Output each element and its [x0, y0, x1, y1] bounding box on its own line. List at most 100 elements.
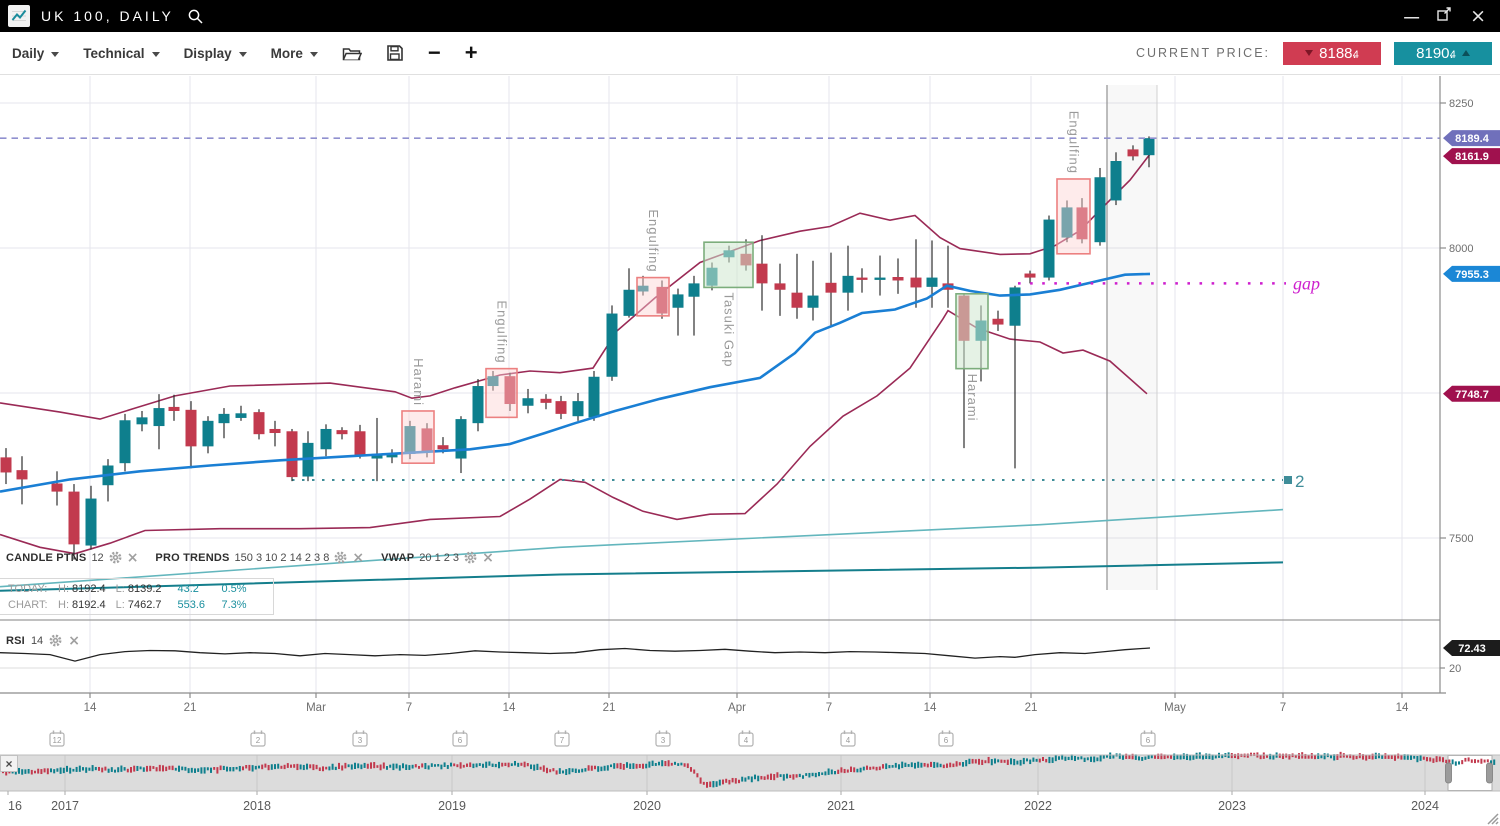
navigator-year-label: 2017 — [51, 799, 79, 813]
percent-value: 7.3% — [221, 599, 247, 611]
pattern-calendar-markers: 12 2 3 6 7 3 4 4 6 6 — [49, 730, 1156, 747]
chevron-down-icon — [151, 51, 160, 57]
navigator[interactable]: × 16 2017 2018 2019 2020 2021 2022 2023 2024 — [0, 751, 1500, 813]
calendar-icon[interactable]: 4 — [840, 730, 856, 747]
navigator-year-label: 2020 — [633, 799, 661, 813]
svg-text:2: 2 — [1295, 472, 1304, 491]
calendar-icon[interactable]: 6 — [1140, 730, 1156, 747]
svg-text:3: 3 — [358, 736, 363, 745]
candle — [119, 413, 131, 472]
calendar-icon[interactable]: 6 — [452, 730, 468, 747]
chevron-down-icon — [238, 51, 247, 57]
candle — [253, 409, 265, 440]
sell-price-button[interactable]: 8188.4 — [1283, 41, 1381, 65]
pattern-box — [1056, 178, 1091, 255]
navigator-close-button[interactable]: × — [0, 755, 18, 772]
change-value: 43.2 — [177, 583, 199, 595]
calendar-icon[interactable]: 7 — [554, 730, 570, 747]
gear-icon[interactable] — [109, 551, 122, 564]
close-button[interactable]: × — [1470, 5, 1486, 27]
change-value: 553.6 — [177, 599, 206, 611]
today-row: TODAY: H: 8192.4 L: 8139.2 43.2 0.5% — [8, 581, 273, 597]
candle — [354, 424, 366, 459]
pro-trends-indicator: PRO TRENDS 150 3 10 2 14 2 3 8 × — [155, 549, 365, 566]
candle-pattern-annotations: Harami Engulfing Engulfing Tasuki Gap Harami… — [401, 111, 1091, 464]
svg-text:72.43: 72.43 — [1458, 643, 1486, 655]
search-icon[interactable] — [187, 8, 204, 25]
chevron-down-icon — [309, 51, 318, 57]
calendar-icon[interactable]: 2 — [250, 730, 266, 747]
candle — [555, 395, 567, 420]
candle — [235, 405, 247, 421]
calendar-icon[interactable]: 12 — [49, 730, 65, 747]
zoom-out-button[interactable]: − — [427, 40, 441, 65]
candle — [1043, 215, 1055, 281]
navigator-handle-right[interactable] — [1486, 762, 1493, 784]
gear-icon[interactable] — [334, 551, 347, 564]
pattern-box — [401, 410, 435, 464]
svg-text:8189.4: 8189.4 — [1455, 133, 1490, 145]
pattern-label: Tasuki Gap — [722, 292, 737, 367]
navigator-year-label: 16 — [8, 799, 22, 813]
popout-button[interactable] — [1436, 6, 1453, 27]
indicator-name: PRO TRENDS — [155, 551, 230, 564]
calendar-icon[interactable]: 3 — [352, 730, 368, 747]
remove-indicator-icon[interactable]: × — [68, 632, 80, 649]
percent-value: 0.5% — [221, 583, 247, 595]
calendar-icon[interactable]: 4 — [738, 730, 754, 747]
candle — [455, 416, 467, 474]
minimize-button[interactable]: — — [1404, 9, 1420, 26]
candle — [218, 408, 230, 439]
x-axis-label: 21 — [603, 702, 616, 714]
display-dropdown-label: Display — [183, 45, 232, 61]
x-axis-label: 21 — [184, 702, 197, 714]
buy-price-button[interactable]: 8190.4 — [1394, 41, 1492, 65]
gear-icon[interactable] — [49, 634, 62, 647]
zoom-in-button[interactable]: + — [464, 40, 478, 65]
svg-text:×: × — [5, 757, 12, 771]
calendar-icon[interactable]: 3 — [655, 730, 671, 747]
candle — [1110, 152, 1122, 206]
candle — [487, 370, 499, 391]
high-label: H: — [58, 599, 69, 611]
vwap-indicator: VWAP 20 1 2 3 × — [381, 549, 494, 566]
rsi-indicator: RSI 14 × — [6, 632, 80, 649]
svg-text:gap: gap — [1293, 273, 1320, 293]
navigator-handle-left[interactable] — [1445, 762, 1452, 784]
candle — [623, 268, 635, 318]
candle — [791, 253, 803, 319]
high-label: H: — [58, 583, 69, 595]
calendar-icon[interactable]: 6 — [938, 730, 954, 747]
row-label: CHART: — [8, 599, 48, 611]
resize-grip-icon[interactable] — [1487, 813, 1499, 825]
save-icon[interactable] — [386, 44, 404, 62]
candle — [688, 275, 700, 336]
timeframe-dropdown[interactable]: Daily — [12, 46, 60, 61]
candle — [1009, 285, 1021, 469]
svg-text:6: 6 — [458, 736, 463, 745]
remove-indicator-icon[interactable]: × — [352, 549, 365, 566]
candle — [1024, 270, 1036, 284]
open-folder-icon[interactable] — [342, 45, 362, 62]
svg-text:12: 12 — [53, 736, 62, 745]
x-axis-label: 7 — [406, 702, 412, 714]
rsi-value-badge: 72.43 — [1443, 640, 1500, 656]
remove-indicator-icon[interactable]: × — [126, 549, 139, 566]
remove-indicator-icon[interactable]: × — [482, 549, 494, 566]
gear-icon[interactable] — [464, 551, 477, 564]
bollinger-lower-badge: 7748.7 — [1443, 385, 1500, 402]
rsi-line — [0, 647, 1151, 662]
technical-dropdown[interactable]: Technical — [83, 46, 160, 61]
navigator-year-label: 2018 — [243, 799, 271, 813]
display-dropdown[interactable]: Display — [184, 46, 247, 61]
candle — [102, 459, 114, 502]
more-dropdown[interactable]: More — [271, 46, 318, 61]
candle — [606, 305, 618, 381]
candle — [286, 428, 298, 482]
candle-patterns-indicator: CANDLE PTNS 12 × — [6, 549, 139, 566]
candle — [168, 394, 180, 421]
candle — [856, 268, 868, 293]
svg-text:4: 4 — [744, 736, 749, 745]
